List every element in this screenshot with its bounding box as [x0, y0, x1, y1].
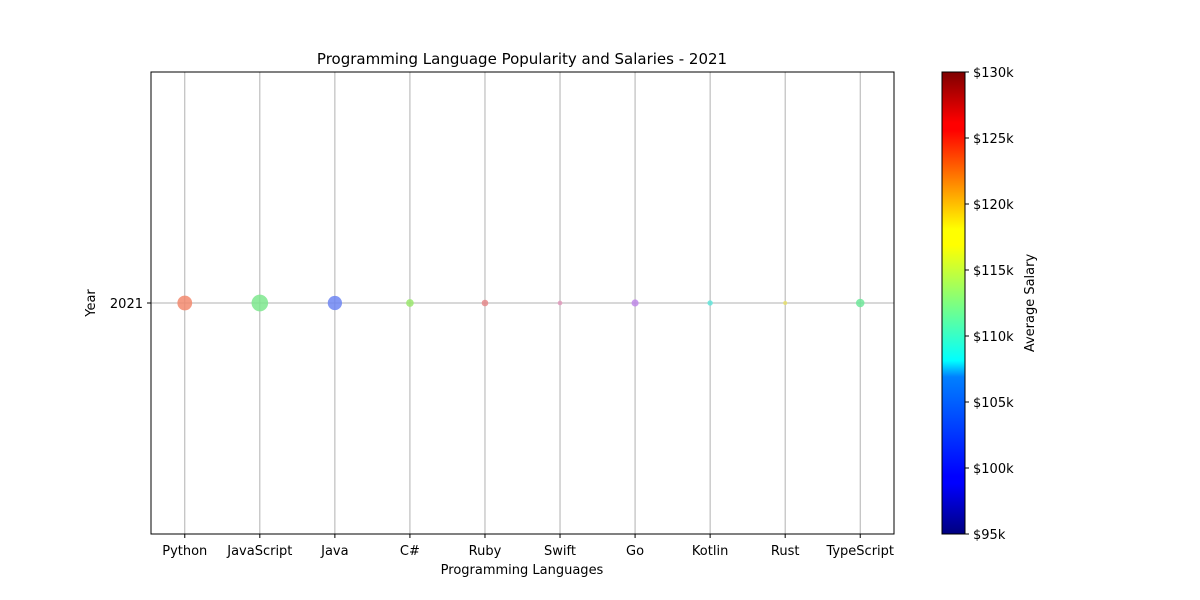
data-point-javascript	[251, 294, 269, 312]
colorbar-tick-label: $100k	[973, 462, 1014, 477]
colorbar-tick-label: $130k	[973, 66, 1014, 81]
data-point-go	[631, 299, 639, 307]
x-tick-label: JavaScript	[226, 544, 292, 559]
x-axis-ticks: Python JavaScript Java C# Ruby Swift Go Kotlin R…	[162, 534, 894, 559]
colorbar-tick-label: $115k	[973, 264, 1014, 279]
colorbar-tick-label: $120k	[973, 198, 1014, 213]
colorbar-ticks: $95k $100k $105k $110k $115k $120k $125k $130k	[965, 66, 1014, 543]
data-point-kotlin	[707, 300, 713, 306]
colorbar-tick-label: $95k	[973, 528, 1006, 543]
x-tick-label: Python	[162, 544, 207, 559]
colorbar-label: Average Salary	[1023, 254, 1038, 353]
colorbar	[941, 71, 966, 535]
data-point-typescript	[855, 298, 865, 308]
y-axis-ticks: 2021	[110, 297, 151, 312]
y-tick-label: 2021	[110, 297, 143, 312]
data-point-csharp	[406, 299, 414, 307]
data-point-rust	[783, 301, 788, 305]
colorbar-tick-label: $125k	[973, 132, 1014, 147]
x-tick-label: Rust	[771, 544, 800, 559]
data-point-java	[327, 295, 343, 311]
colorbar-tick-label: $105k	[973, 396, 1014, 411]
x-tick-label: TypeScript	[825, 544, 894, 559]
x-tick-label: Ruby	[469, 544, 502, 559]
x-axis-title: Programming Languages	[441, 563, 604, 578]
data-point-swift	[557, 300, 563, 306]
data-point-python	[177, 295, 193, 311]
x-tick-label: Go	[626, 544, 644, 559]
chart-title: Programming Language Popularity and Sala…	[317, 50, 727, 68]
y-axis-title: Year	[84, 289, 99, 318]
data-points	[177, 294, 865, 312]
x-tick-label: Swift	[544, 544, 576, 559]
colorbar-tick-label: $110k	[973, 330, 1014, 345]
x-tick-label: Kotlin	[692, 544, 728, 559]
x-tick-label: C#	[400, 544, 420, 559]
x-tick-label: Java	[320, 544, 348, 559]
data-point-ruby	[481, 299, 489, 307]
